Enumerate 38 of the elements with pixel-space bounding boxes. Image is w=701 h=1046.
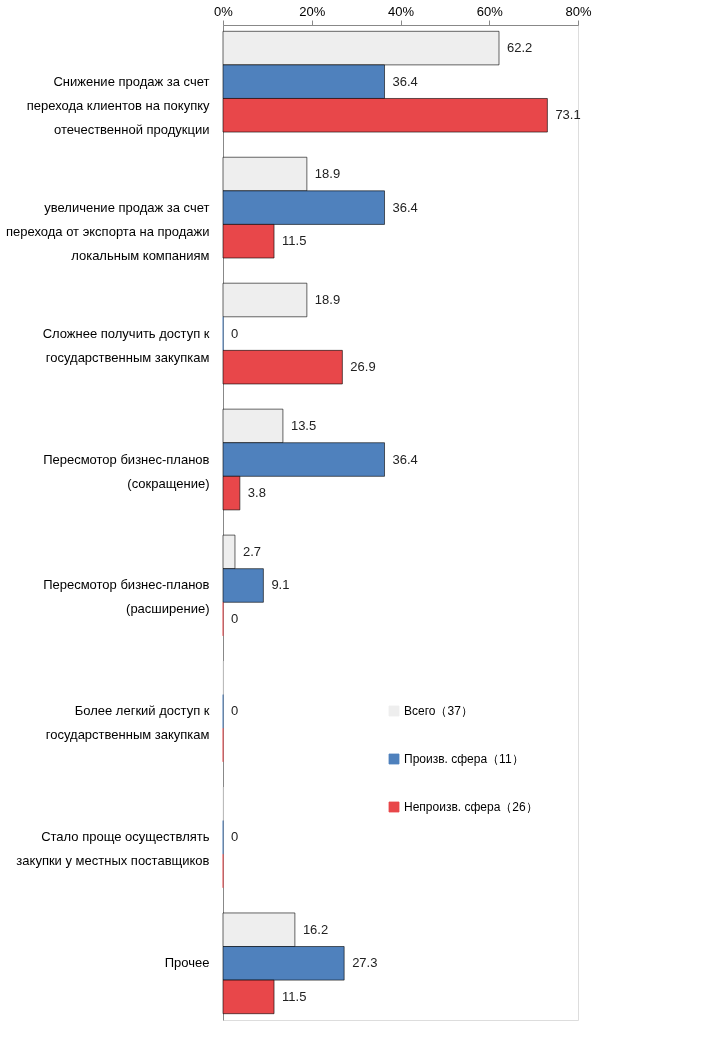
x-tick-label: 80% — [565, 3, 592, 19]
y-tick-label: Снижение продаж за счет перехода клиентов на покупку отечественной продукции — [26, 73, 210, 137]
legend-label: Непроизв. сфера（26） — [404, 800, 538, 814]
data-label: 0 — [231, 829, 239, 845]
data-label: 27.3 — [352, 955, 378, 971]
y-tick-label: Сложнее получить доступ к государственным закупкам — [42, 325, 210, 365]
data-label: 0 — [231, 325, 239, 341]
data-label: 73.1 — [555, 107, 581, 123]
data-label: 36.4 — [392, 451, 418, 467]
y-tick-label: Стало проще осуществлять закупки у местных поставщиков — [16, 829, 210, 869]
data-label: 11.5 — [282, 988, 307, 1004]
data-label: 13.5 — [290, 417, 317, 433]
data-label: 11.5 — [282, 233, 307, 249]
x-tick-label: 20% — [299, 3, 326, 19]
bar — [222, 350, 343, 385]
data-label: 62.2 — [507, 40, 533, 56]
x-tick-label: 0% — [214, 3, 234, 19]
data-label: 26.9 — [350, 359, 376, 375]
y-tick-label: Пересмотор бизнес-планов (расширение) — [43, 577, 210, 617]
data-label: 36.4 — [392, 73, 418, 89]
y-tick-label: Более легкий доступ к государственным закупкам — [45, 703, 210, 743]
data-label: 18.9 — [314, 291, 341, 307]
y-tick-label: увеличение продаж за счет перехода от экспорта на продажи локальным компаниям — [5, 199, 210, 263]
y-tick-label: Прочее — [164, 955, 210, 971]
data-label: 18.9 — [314, 166, 341, 182]
data-label: 0 — [231, 611, 239, 627]
data-label: 3.8 — [247, 485, 266, 501]
legend-label: Произв. сфера（11） — [404, 752, 524, 766]
y-tick-label: Пересмотор бизнес-планов (сокращение) — [43, 451, 210, 491]
data-label: 2.7 — [242, 543, 262, 559]
legend-label: Всего（37） — [404, 704, 473, 718]
data-label: 9.1 — [271, 577, 290, 593]
x-tick-label: 40% — [387, 3, 415, 19]
bar — [222, 282, 308, 318]
data-label: 0 — [231, 703, 239, 719]
data-label: 16.2 — [302, 921, 329, 937]
x-tick-label: 60% — [476, 3, 504, 19]
data-label: 36.4 — [392, 199, 418, 215]
